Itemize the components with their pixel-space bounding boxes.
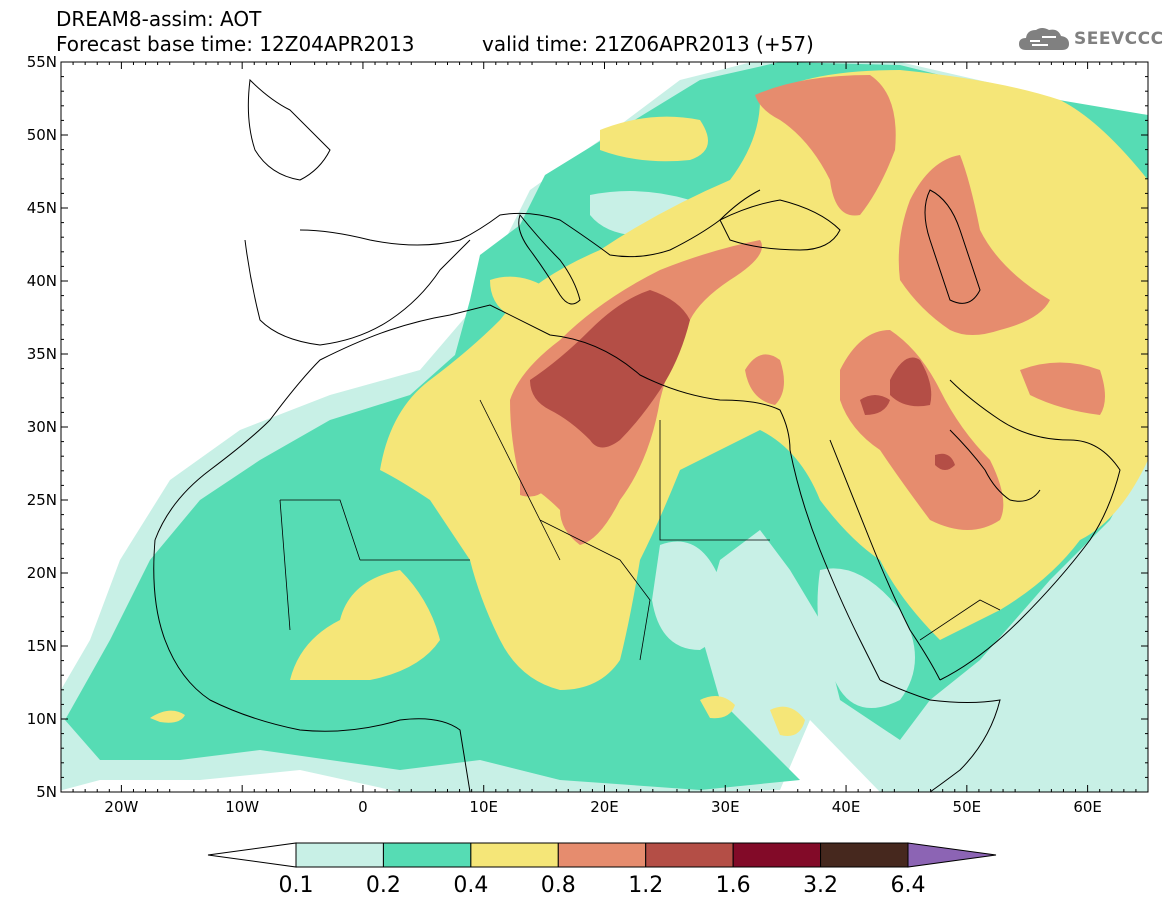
lon-tick-label: 50E xyxy=(953,798,982,816)
colorbar-swatch xyxy=(382,842,472,868)
lon-tick-label: 20W xyxy=(104,798,138,816)
aot-hole-ethiopia xyxy=(817,568,915,708)
colorbar-label: 0.1 xyxy=(279,873,314,898)
lat-tick-label: 30N xyxy=(27,418,57,436)
coast-west-africa xyxy=(153,539,471,792)
colorbar-swatch xyxy=(295,842,384,868)
lon-axis: 20W 10W 0 10E 20E 30E 40E 50E 60E xyxy=(72,62,1137,816)
colorbar-swatch xyxy=(645,842,734,868)
colorbar-swatch xyxy=(732,842,822,868)
coast-arabia xyxy=(939,379,1121,681)
coast-europe xyxy=(299,189,761,258)
lat-tick-label: 15N xyxy=(27,637,57,655)
lat-tick-label: 20N xyxy=(27,564,57,582)
lat-tick-label: 5N xyxy=(36,783,57,801)
lat-tick-label: 25N xyxy=(27,491,57,509)
colorbar-over-triangle xyxy=(907,842,997,868)
colorbar-label: 6.4 xyxy=(891,873,926,898)
lon-tick-label: 10E xyxy=(469,798,498,816)
seevccc-logo: SEEVCCC xyxy=(1018,24,1164,54)
lon-tick-label: 60E xyxy=(1073,798,1102,816)
coast-horn-africa xyxy=(879,679,1001,792)
coastlines xyxy=(153,78,1121,792)
coast-north-africa xyxy=(154,304,791,541)
lat-tick-label: 45N xyxy=(27,199,57,217)
cloud-icon xyxy=(1019,28,1069,50)
lon-tick-label: 40E xyxy=(832,798,861,816)
colorbar-label: 1.2 xyxy=(628,873,663,898)
lat-axis: 55N 50N 45N 40N 35N 30N 25N 20N 15N 10N 5N xyxy=(27,53,1148,801)
lat-tick-label: 55N xyxy=(27,53,57,71)
coast-italy xyxy=(518,213,581,305)
coast-red-sea xyxy=(789,439,941,681)
colorbar-swatch xyxy=(470,842,559,868)
colorbar-swatch xyxy=(820,842,909,868)
aot-band-0.8 xyxy=(510,75,1105,545)
border-sahara-1 xyxy=(279,399,1001,661)
coast-persian-gulf xyxy=(949,429,1041,502)
map-title: DREAM8-assim: AOT xyxy=(56,7,262,31)
aot-hole-sudan xyxy=(652,541,725,650)
coast-caspian xyxy=(924,189,981,304)
lon-tick-label: 0 xyxy=(358,798,368,816)
lat-tick-label: 10N xyxy=(27,710,57,728)
colorbar-label: 0.4 xyxy=(453,873,488,898)
borders xyxy=(279,399,1001,661)
colorbar-under-triangle xyxy=(207,842,297,868)
lat-tick-label: 35N xyxy=(27,345,57,363)
lon-tick-label: 30E xyxy=(711,798,740,816)
coast-britain xyxy=(247,78,331,181)
lat-tick-label: 50N xyxy=(27,126,57,144)
valid-time: valid time: 21Z06APR2013 (+57) xyxy=(482,32,814,56)
colorbar-label: 3.2 xyxy=(803,873,838,898)
coast-black-sea xyxy=(719,199,841,251)
forecast-base-time: Forecast base time: 12Z04APR2013 xyxy=(56,32,415,56)
coast-iberia xyxy=(244,239,471,346)
base-time-label: Forecast base time: 12Z04APR2013 valid ti… xyxy=(56,32,814,56)
colorbar: 0.1 0.2 0.4 0.8 1.2 1.6 3.2 6.4 xyxy=(207,842,997,898)
colorbar-label: 0.2 xyxy=(366,873,401,898)
colorbar-label: 0.8 xyxy=(541,873,576,898)
lat-tick-label: 40N xyxy=(27,272,57,290)
logo-text: SEEVCCC xyxy=(1074,29,1164,49)
colorbar-label: 1.6 xyxy=(716,873,751,898)
colorbar-swatch xyxy=(557,842,647,868)
aot-contours xyxy=(61,62,1148,792)
lon-tick-label: 10W xyxy=(225,798,259,816)
lon-tick-label: 20E xyxy=(590,798,619,816)
aot-band-1.2 xyxy=(530,290,955,470)
